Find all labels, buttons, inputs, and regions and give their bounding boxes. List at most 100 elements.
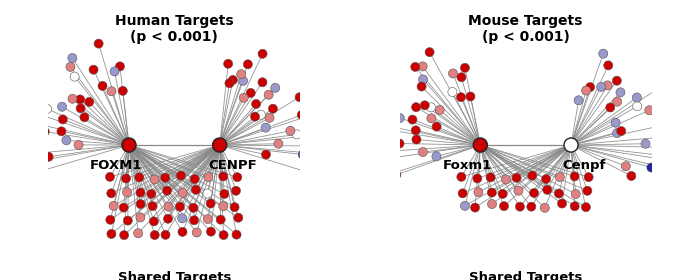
Circle shape (574, 96, 583, 105)
Circle shape (244, 60, 253, 69)
Text: Foxm1: Foxm1 (443, 159, 492, 172)
Circle shape (161, 173, 169, 182)
Circle shape (654, 84, 662, 93)
Circle shape (68, 53, 77, 62)
Circle shape (27, 169, 36, 178)
Circle shape (38, 111, 47, 120)
Circle shape (193, 228, 202, 237)
Circle shape (603, 81, 612, 90)
Circle shape (274, 139, 283, 148)
Circle shape (246, 88, 256, 97)
Circle shape (470, 203, 480, 212)
Circle shape (420, 101, 429, 110)
Circle shape (107, 189, 116, 198)
Circle shape (57, 102, 66, 111)
Circle shape (80, 113, 89, 122)
Circle shape (225, 79, 234, 88)
Circle shape (70, 72, 79, 81)
Circle shape (120, 230, 129, 240)
Text: Cenpf: Cenpf (562, 159, 606, 172)
Circle shape (310, 141, 319, 151)
Circle shape (412, 103, 421, 112)
Circle shape (603, 61, 612, 70)
Circle shape (258, 78, 267, 87)
Circle shape (529, 188, 538, 197)
Circle shape (314, 149, 323, 158)
Circle shape (206, 227, 216, 236)
Circle shape (106, 172, 115, 181)
Circle shape (557, 199, 566, 208)
Circle shape (596, 82, 606, 91)
Circle shape (461, 201, 470, 210)
Circle shape (94, 39, 103, 48)
Circle shape (219, 230, 228, 240)
Circle shape (632, 93, 641, 102)
Circle shape (298, 150, 307, 159)
Circle shape (457, 73, 466, 82)
Circle shape (426, 103, 435, 112)
Circle shape (411, 126, 420, 135)
Circle shape (44, 152, 53, 161)
Circle shape (670, 118, 679, 127)
Circle shape (237, 70, 246, 79)
Circle shape (85, 97, 94, 106)
Circle shape (119, 203, 128, 212)
Circle shape (298, 110, 307, 120)
Circle shape (232, 173, 241, 182)
Circle shape (203, 214, 212, 223)
Circle shape (487, 199, 496, 209)
Circle shape (612, 97, 622, 106)
Circle shape (191, 185, 200, 194)
Circle shape (122, 188, 132, 197)
Circle shape (190, 174, 199, 184)
Circle shape (121, 174, 130, 183)
Circle shape (239, 93, 248, 102)
Circle shape (606, 103, 615, 112)
Circle shape (432, 152, 441, 161)
Circle shape (178, 227, 187, 236)
Circle shape (461, 63, 470, 72)
Circle shape (76, 95, 85, 104)
Circle shape (570, 172, 579, 181)
Circle shape (432, 122, 441, 131)
Circle shape (109, 201, 118, 210)
Circle shape (514, 186, 523, 195)
Circle shape (162, 186, 172, 195)
Circle shape (300, 167, 309, 176)
Circle shape (515, 202, 524, 211)
Circle shape (265, 113, 274, 122)
Circle shape (68, 94, 77, 103)
Circle shape (190, 216, 199, 225)
Circle shape (136, 213, 145, 222)
Circle shape (417, 82, 426, 91)
Circle shape (582, 86, 591, 95)
Circle shape (466, 92, 475, 101)
Circle shape (206, 199, 215, 208)
Circle shape (583, 186, 592, 195)
Circle shape (176, 202, 185, 211)
Circle shape (611, 118, 620, 127)
Circle shape (219, 202, 228, 211)
Circle shape (425, 48, 434, 57)
Circle shape (419, 148, 428, 157)
Circle shape (220, 190, 229, 199)
Text: Human Targets
(p < 0.001): Human Targets (p < 0.001) (115, 14, 234, 44)
Circle shape (626, 171, 636, 181)
Text: CENPF: CENPF (208, 159, 257, 172)
Circle shape (540, 203, 550, 212)
Circle shape (256, 110, 265, 119)
Circle shape (448, 87, 457, 97)
Circle shape (251, 112, 260, 121)
Circle shape (641, 139, 650, 148)
Circle shape (76, 104, 85, 113)
Circle shape (161, 230, 170, 239)
Circle shape (307, 110, 316, 120)
Circle shape (107, 229, 116, 239)
Circle shape (228, 75, 237, 85)
Circle shape (458, 189, 467, 198)
Circle shape (32, 149, 41, 158)
Circle shape (473, 174, 482, 183)
Circle shape (258, 49, 267, 58)
Circle shape (150, 175, 159, 184)
Circle shape (147, 189, 156, 199)
